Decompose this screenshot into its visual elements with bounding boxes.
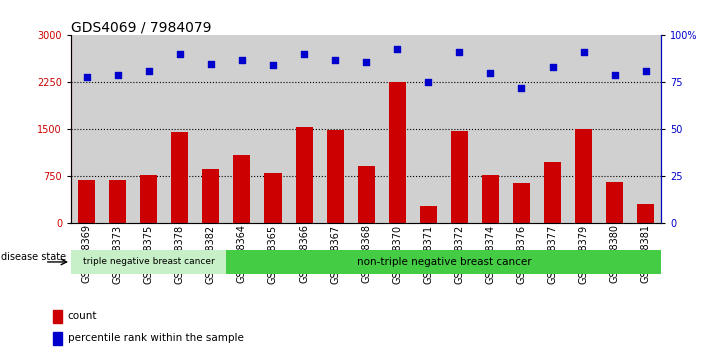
Point bbox=[422, 79, 434, 85]
Text: disease state: disease state bbox=[1, 251, 67, 262]
Bar bbox=[382, 35, 413, 223]
Bar bbox=[568, 35, 599, 223]
Bar bbox=[599, 35, 630, 223]
Point bbox=[485, 70, 496, 76]
Bar bbox=[171, 132, 188, 223]
Point bbox=[515, 85, 527, 91]
Bar bbox=[226, 250, 661, 274]
Point bbox=[143, 68, 154, 74]
Bar bbox=[513, 183, 530, 223]
Bar bbox=[203, 169, 220, 223]
Point bbox=[81, 74, 92, 80]
Bar bbox=[413, 35, 444, 223]
Point bbox=[454, 50, 465, 55]
Text: percentile rank within the sample: percentile rank within the sample bbox=[68, 333, 243, 343]
Point bbox=[547, 64, 558, 70]
Text: non-triple negative breast cancer: non-triple negative breast cancer bbox=[356, 257, 531, 267]
Bar bbox=[444, 35, 475, 223]
Bar bbox=[351, 35, 382, 223]
Bar bbox=[451, 131, 468, 223]
Bar bbox=[109, 180, 127, 223]
Bar bbox=[264, 173, 282, 223]
Bar bbox=[637, 204, 654, 223]
Text: count: count bbox=[68, 312, 97, 321]
Bar bbox=[544, 162, 561, 223]
Point bbox=[112, 72, 124, 78]
Bar bbox=[482, 176, 499, 223]
Bar bbox=[196, 35, 226, 223]
Point bbox=[578, 50, 589, 55]
Point bbox=[267, 63, 279, 68]
Point bbox=[236, 57, 247, 63]
Bar bbox=[475, 35, 506, 223]
Point bbox=[205, 61, 217, 67]
Point bbox=[174, 51, 186, 57]
Bar bbox=[606, 182, 623, 223]
Bar bbox=[319, 35, 351, 223]
Bar bbox=[506, 35, 537, 223]
Text: GDS4069 / 7984079: GDS4069 / 7984079 bbox=[71, 20, 212, 34]
Bar bbox=[71, 35, 102, 223]
Bar bbox=[326, 131, 343, 223]
Point bbox=[392, 46, 403, 51]
Point bbox=[360, 59, 372, 64]
Text: triple negative breast cancer: triple negative breast cancer bbox=[83, 257, 215, 267]
Bar bbox=[233, 155, 250, 223]
Bar bbox=[140, 176, 157, 223]
Bar bbox=[257, 35, 289, 223]
Bar bbox=[226, 35, 257, 223]
Point bbox=[640, 68, 651, 74]
Bar bbox=[575, 129, 592, 223]
Bar bbox=[71, 250, 226, 274]
Bar bbox=[419, 206, 437, 223]
Bar bbox=[133, 35, 164, 223]
Bar bbox=[537, 35, 568, 223]
Bar bbox=[630, 35, 661, 223]
Bar bbox=[358, 166, 375, 223]
Point bbox=[299, 51, 310, 57]
Point bbox=[329, 57, 341, 63]
Point bbox=[609, 72, 620, 78]
Bar bbox=[78, 181, 95, 223]
Bar bbox=[296, 127, 313, 223]
Bar bbox=[289, 35, 319, 223]
Bar bbox=[102, 35, 133, 223]
Bar bbox=[53, 332, 63, 345]
Bar bbox=[164, 35, 196, 223]
Bar bbox=[389, 82, 406, 223]
Bar bbox=[53, 310, 63, 323]
